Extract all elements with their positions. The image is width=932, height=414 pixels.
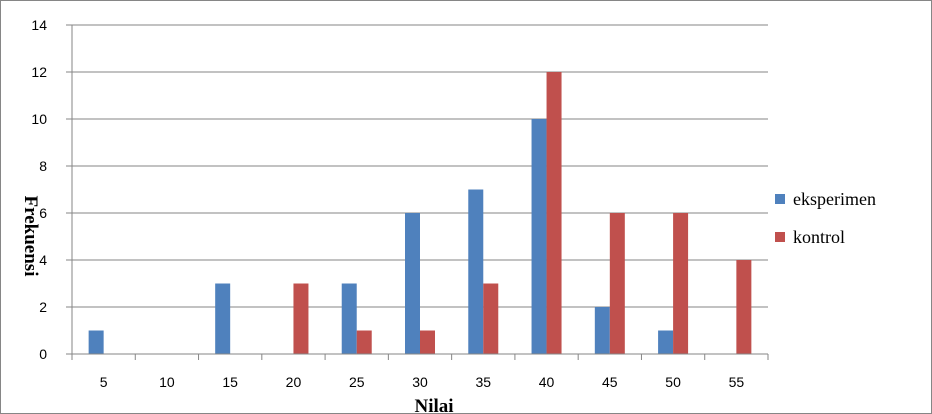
bars [88,72,752,354]
bar-kontrol-35 [483,283,499,354]
legend-label-kontrol: kontrol [793,227,845,247]
bar-eksperimen-15 [215,283,231,354]
legend: eksperimen kontrol [775,189,876,247]
legend-label-eksperimen: eksperimen [793,189,876,209]
bar-eksperimen-25 [341,283,357,354]
legend-swatch-kontrol [775,232,785,242]
x-tick-label: 55 [729,374,745,390]
x-tick-label: 15 [222,374,238,390]
x-tick-label: 25 [349,374,365,390]
x-tick-label: 40 [539,374,555,390]
x-axis-title: Nilai [414,396,453,414]
bar-eksperimen-35 [468,189,484,354]
x-tick-label: 35 [475,374,491,390]
x-tick-label: 20 [286,374,302,390]
bar-kontrol-20 [293,283,309,354]
bar-kontrol-50 [673,213,689,354]
bar-kontrol-45 [609,213,625,354]
x-tick-label: 50 [665,374,681,390]
bar-eksperimen-45 [594,307,610,354]
bar-eksperimen-5 [88,330,104,354]
bar-eksperimen-50 [658,330,674,354]
y-tick-label: 10 [31,111,47,127]
y-tick-label: 0 [39,346,47,362]
x-tick-label: 45 [602,374,618,390]
x-tick-label: 30 [412,374,428,390]
x-tick-label: 10 [159,374,175,390]
y-tick-label: 8 [39,158,47,174]
axes [66,24,769,360]
bar-kontrol-55 [736,260,752,354]
y-tick-label: 12 [31,64,47,80]
bar-eksperimen-40 [531,119,547,354]
bar-kontrol-30 [420,330,435,354]
y-axis-title: Frekuensi [20,196,41,277]
y-tick-label: 4 [39,252,47,268]
bar-kontrol-25 [356,330,372,354]
legend-swatch-eksperimen [775,194,785,204]
y-tick-label: 2 [39,299,47,315]
y-tick-label: 14 [31,17,47,33]
y-tick-labels: 0 2 4 6 8 10 12 14 [31,17,47,362]
x-tick-labels: 5 10 15 20 25 30 35 40 45 50 55 [100,374,745,390]
bar-kontrol-40 [546,72,562,354]
y-tick-label: 6 [39,205,47,221]
bar-eksperimen-30 [405,213,420,354]
x-tick-label: 5 [100,374,108,390]
